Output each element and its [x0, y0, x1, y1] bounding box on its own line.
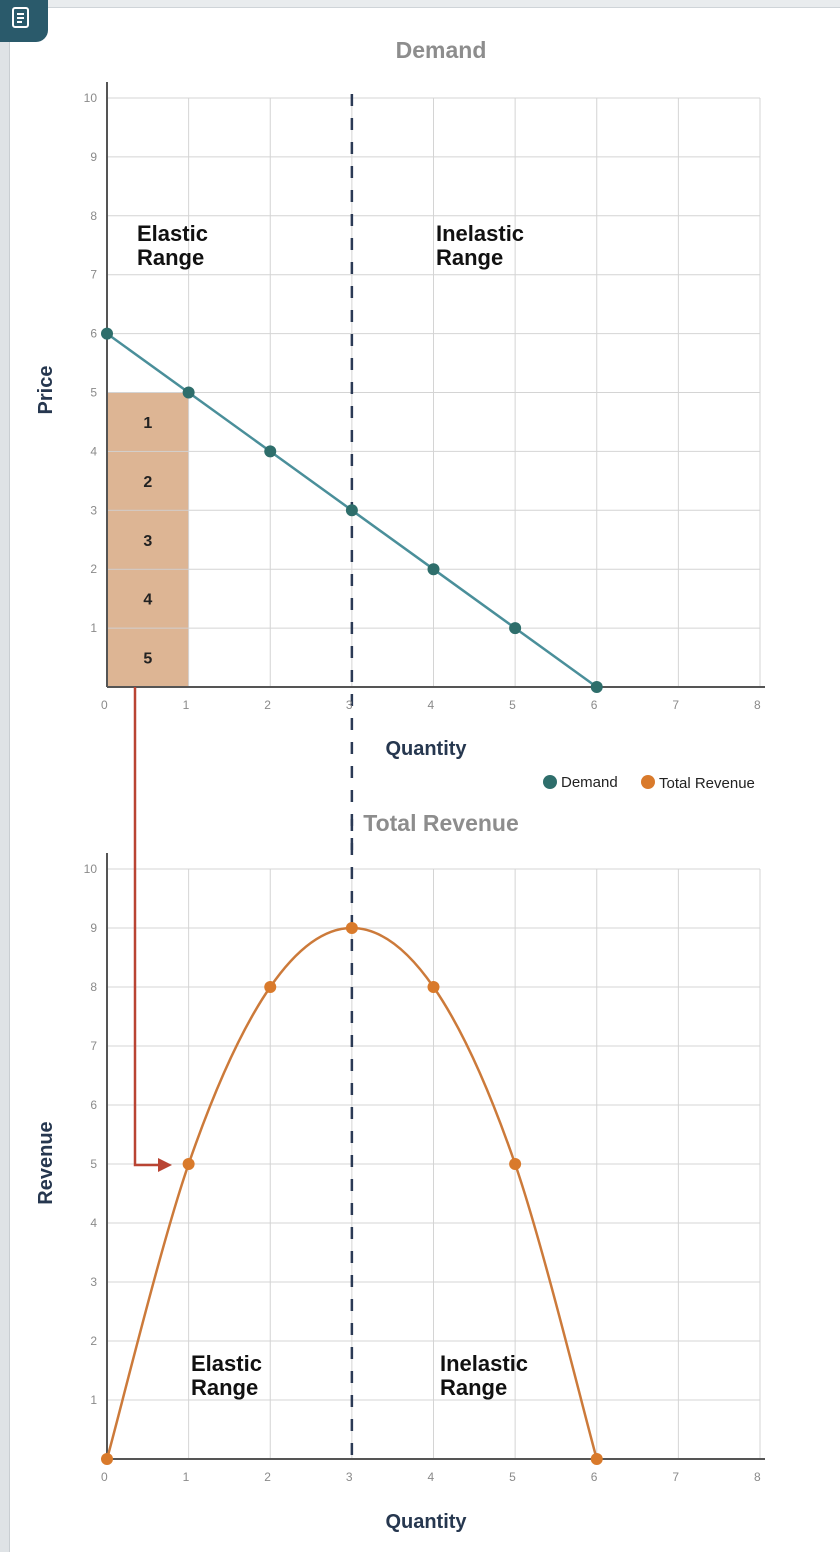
arrow-head [158, 1158, 172, 1172]
revenue-area-segment-label: 1 [143, 415, 152, 432]
demand-data-point [345, 504, 358, 517]
legend-demand-swatch [543, 775, 557, 789]
revenue-y-tick-label: 6 [90, 1098, 97, 1112]
demand-x-tick-label: 4 [428, 698, 435, 712]
revenue-data-point [509, 1158, 522, 1170]
revenue-y-tick-label: 10 [84, 862, 98, 876]
demand-y-tick-label: 5 [90, 386, 97, 400]
demand-y-tick-label: 2 [90, 562, 97, 576]
demand-data-point [590, 681, 603, 693]
revenue-x-tick-label: 6 [591, 1470, 598, 1484]
legend-revenue-label: Total Revenue [659, 775, 755, 792]
demand-data-point [101, 327, 113, 340]
document-button[interactable] [0, 0, 48, 42]
demand-y-tick-label: 1 [90, 621, 97, 635]
revenue-y-tick-label: 2 [90, 1334, 97, 1348]
revenue-x-tick-label: 1 [183, 1470, 190, 1484]
demand-data-point [182, 386, 195, 399]
text-layer: 0 1 2 3 4 5 6 7 8 1 2 3 4 5 6 7 8 9 10 1 2 3 4 5 0 1 2 3 4 5 6 7 8 1 2 3 4 5 6… [84, 91, 761, 1484]
demand-data-point [427, 563, 440, 576]
revenue-elastic-label-line1: Elastic [191, 1351, 262, 1376]
revenue-area-rect [107, 392, 189, 687]
area-to-revenue-arrow [133, 687, 162, 1167]
demand-chart-title: Demand [396, 37, 487, 63]
demand-x-tick-label: 2 [264, 698, 271, 712]
demand-x-axis-label: Quantity [385, 738, 467, 760]
demand-y-tick-label: 4 [90, 444, 97, 458]
revenue-y-tick-label: 3 [90, 1275, 97, 1289]
revenue-y-axis-label: Revenue [35, 1121, 57, 1204]
revenue-elastic-label-line2: Range [191, 1375, 258, 1400]
revenue-x-tick-label: 4 [428, 1470, 435, 1484]
demand-x-tick-label: 7 [672, 698, 679, 712]
demand-data-point [509, 622, 522, 635]
legend-revenue-swatch [641, 775, 655, 789]
axes-layer [106, 82, 765, 1460]
revenue-y-tick-label: 4 [90, 1216, 97, 1230]
data-points-layer [101, 327, 603, 1465]
demand-elastic-label-line2: Range [137, 245, 204, 270]
document-icon [12, 7, 29, 28]
grid-layer [107, 97, 761, 1459]
demand-x-tick-label: 1 [183, 698, 190, 712]
revenue-data-point [590, 1453, 603, 1465]
demand-y-tick-label: 7 [90, 268, 97, 282]
demand-y-tick-label: 9 [90, 150, 97, 164]
demand-inelastic-label-line2: Range [436, 245, 503, 270]
demand-x-tick-label: 8 [754, 698, 761, 712]
legend-demand-label: Demand [561, 774, 618, 791]
revenue-x-tick-label: 7 [672, 1470, 679, 1484]
revenue-data-point [182, 1158, 195, 1170]
demand-y-tick-label: 8 [90, 209, 97, 223]
revenue-area-segment-label: 3 [143, 533, 152, 550]
revenue-data-point [101, 1453, 113, 1465]
demand-x-tick-label: 5 [509, 698, 516, 712]
revenue-y-tick-label: 7 [90, 1039, 97, 1053]
demand-y-tick-label: 3 [90, 503, 97, 517]
demand-y-tick-label: 10 [84, 91, 98, 105]
demand-x-tick-label: 0 [101, 698, 108, 712]
revenue-x-tick-label: 5 [509, 1470, 516, 1484]
revenue-data-point [264, 981, 277, 993]
revenue-area-segment-label: 5 [143, 651, 152, 668]
window-left-border [0, 0, 10, 1552]
revenue-x-tick-label: 0 [101, 1470, 108, 1484]
demand-elastic-label-line1: Elastic [137, 221, 208, 246]
window-top-border [0, 0, 840, 8]
revenue-data-point [427, 981, 440, 993]
demand-inelastic-label-line1: Inelastic [436, 221, 524, 246]
revenue-y-tick-label: 1 [90, 1393, 97, 1407]
revenue-y-tick-label: 8 [90, 980, 97, 994]
revenue-chart-title: Total Revenue [363, 810, 519, 836]
revenue-x-tick-label: 2 [264, 1470, 271, 1484]
revenue-inelastic-label-line2: Range [440, 1375, 507, 1400]
revenue-data-point [345, 922, 358, 934]
demand-y-axis-label: Price [35, 366, 57, 415]
revenue-x-tick-label: 8 [754, 1470, 761, 1484]
revenue-y-tick-label: 5 [90, 1157, 97, 1171]
revenue-inelastic-label-line1: Inelastic [440, 1351, 528, 1376]
revenue-x-axis-label: Quantity [385, 1511, 467, 1533]
demand-x-tick-label: 6 [591, 698, 598, 712]
demand-x-tick-label: 3 [346, 698, 353, 712]
revenue-area-segment-label: 2 [143, 474, 152, 491]
revenue-area-segment-label: 4 [143, 592, 152, 609]
demand-y-tick-label: 6 [90, 327, 97, 341]
demand-data-point [264, 445, 277, 458]
revenue-x-tick-label: 3 [346, 1470, 353, 1484]
revenue-y-tick-label: 9 [90, 921, 97, 935]
